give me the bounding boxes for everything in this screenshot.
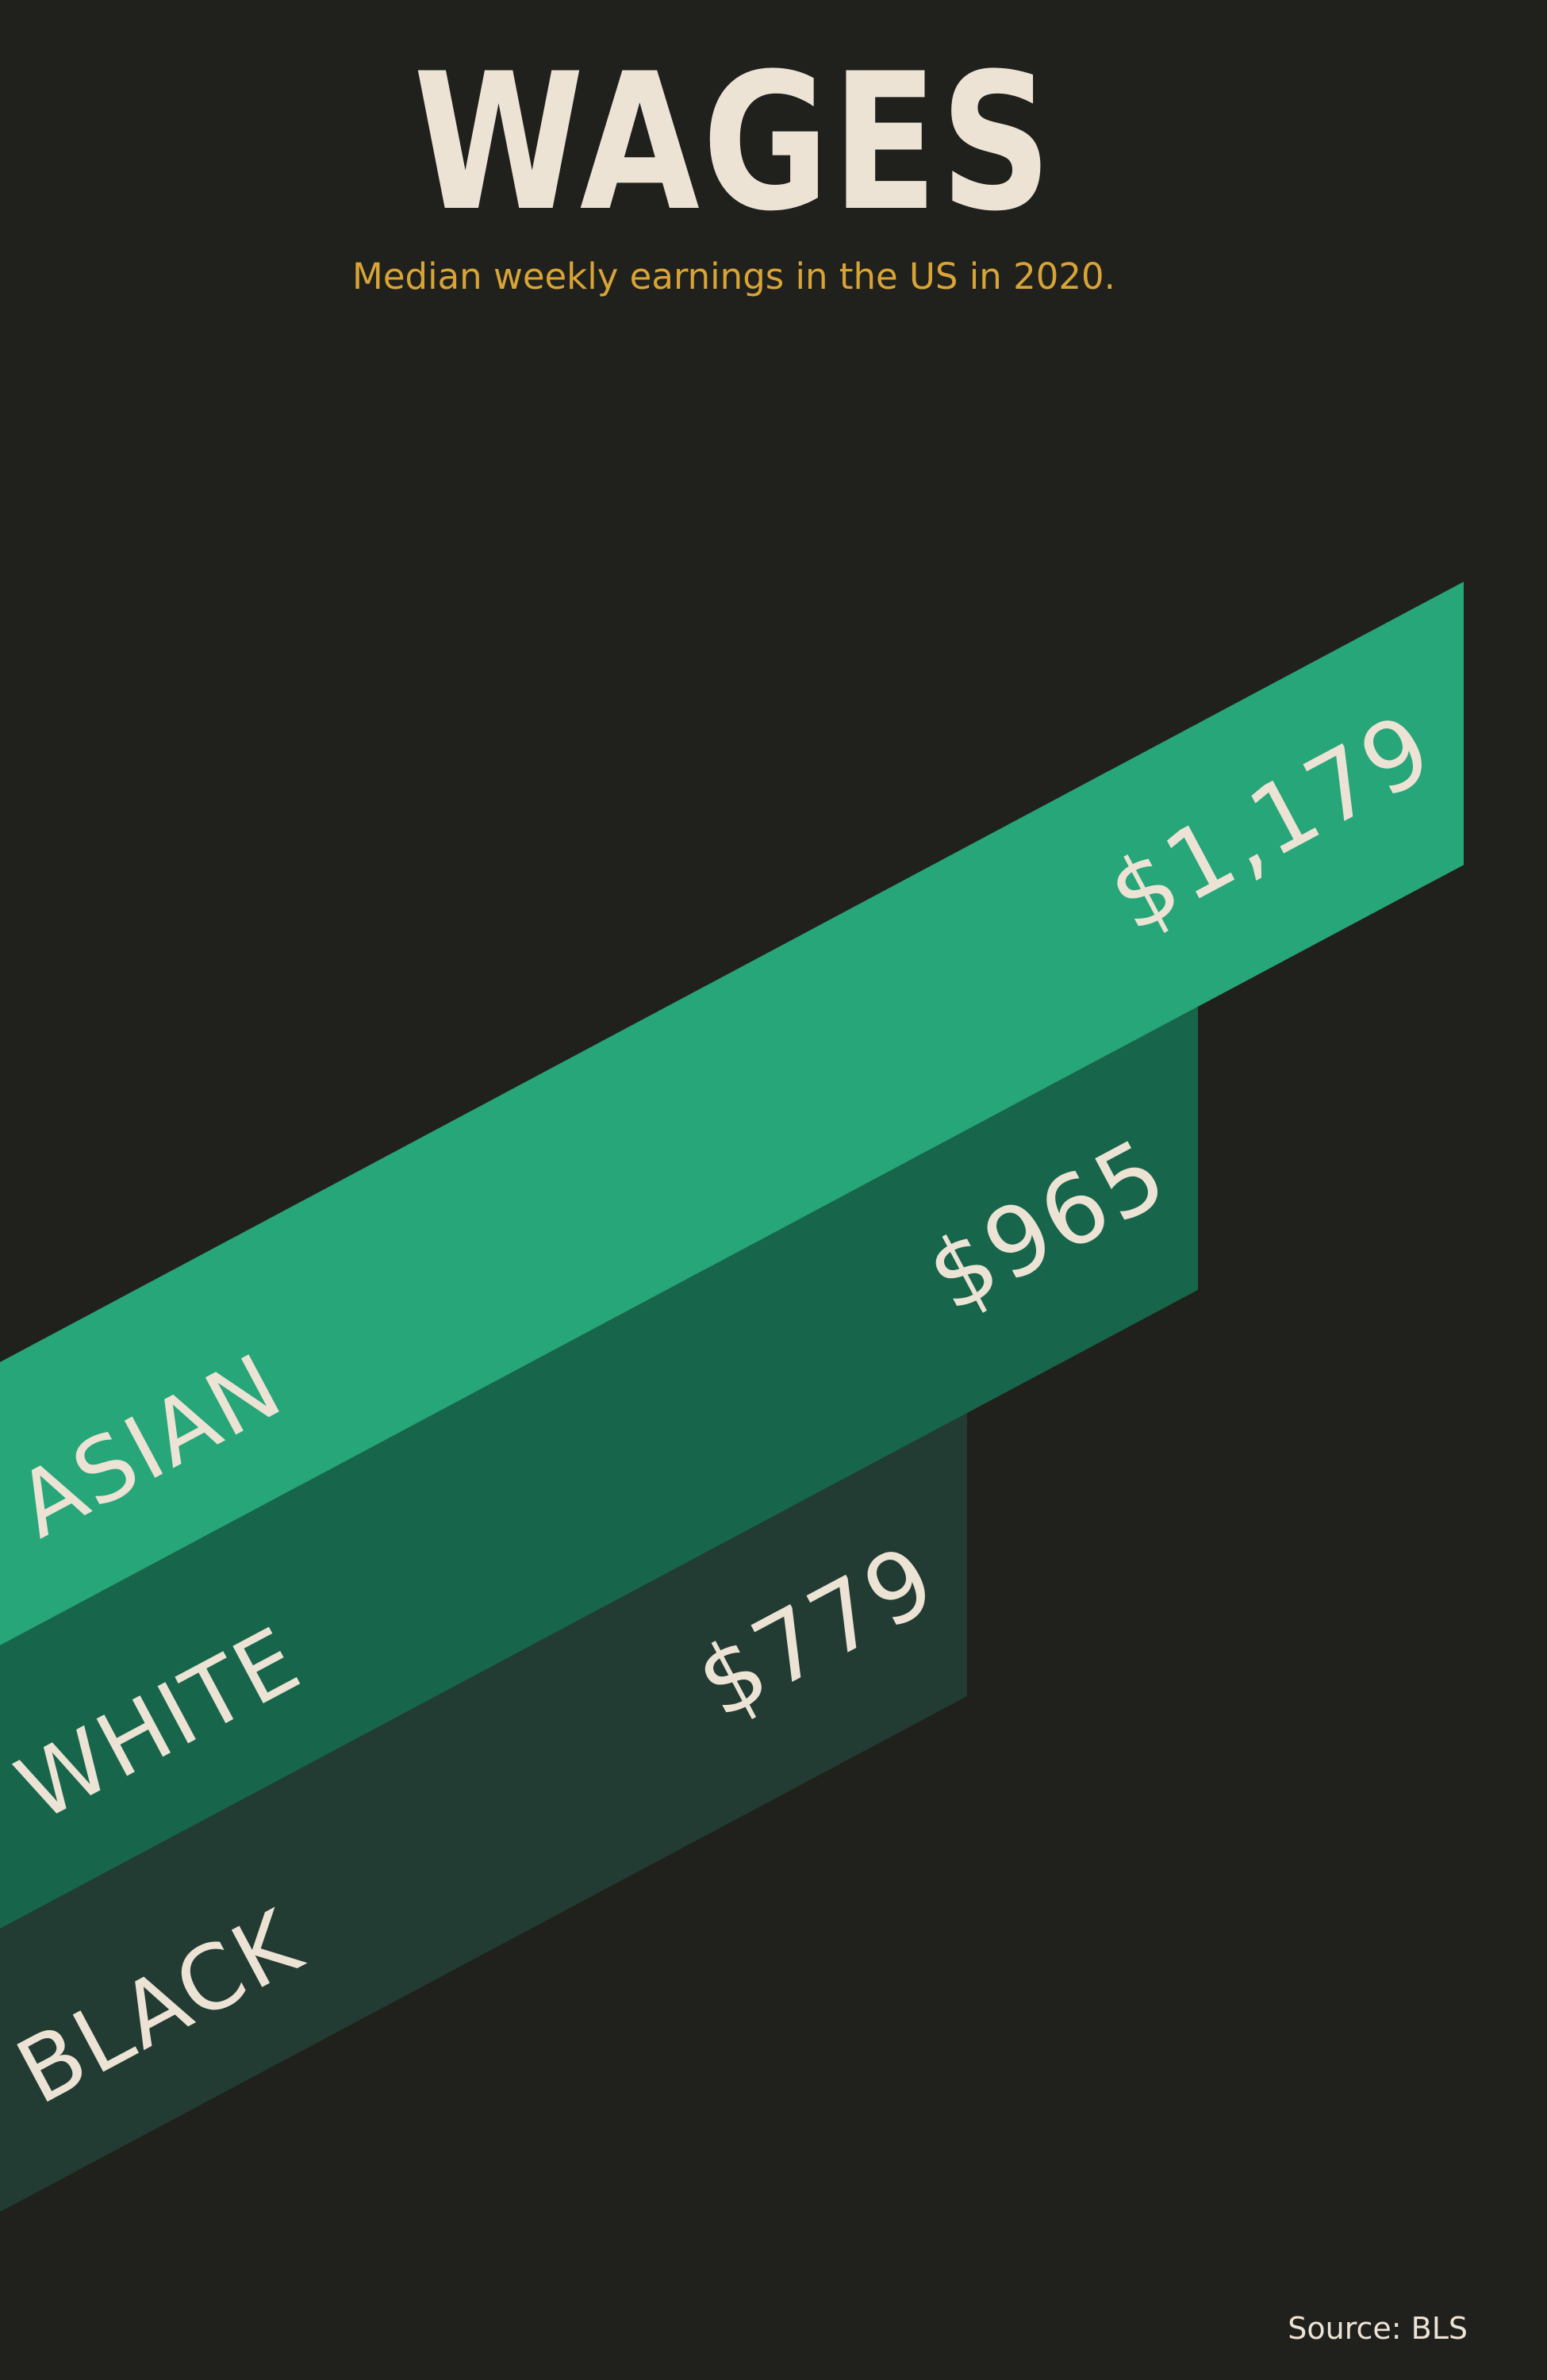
bar-black [0,1413,967,2212]
bar-white [0,1006,1198,1929]
chart-title: WAGES [413,33,1055,253]
source-credit: Source: BLS [1288,2311,1468,2346]
bar-group-black: BLACK$779 [0,1413,967,2212]
bar-group-white: WHITE$965 [0,1006,1198,1929]
bar-asian [0,582,1464,1646]
chart-subtitle: Median weekly earnings in the US in 2020… [352,255,1115,298]
